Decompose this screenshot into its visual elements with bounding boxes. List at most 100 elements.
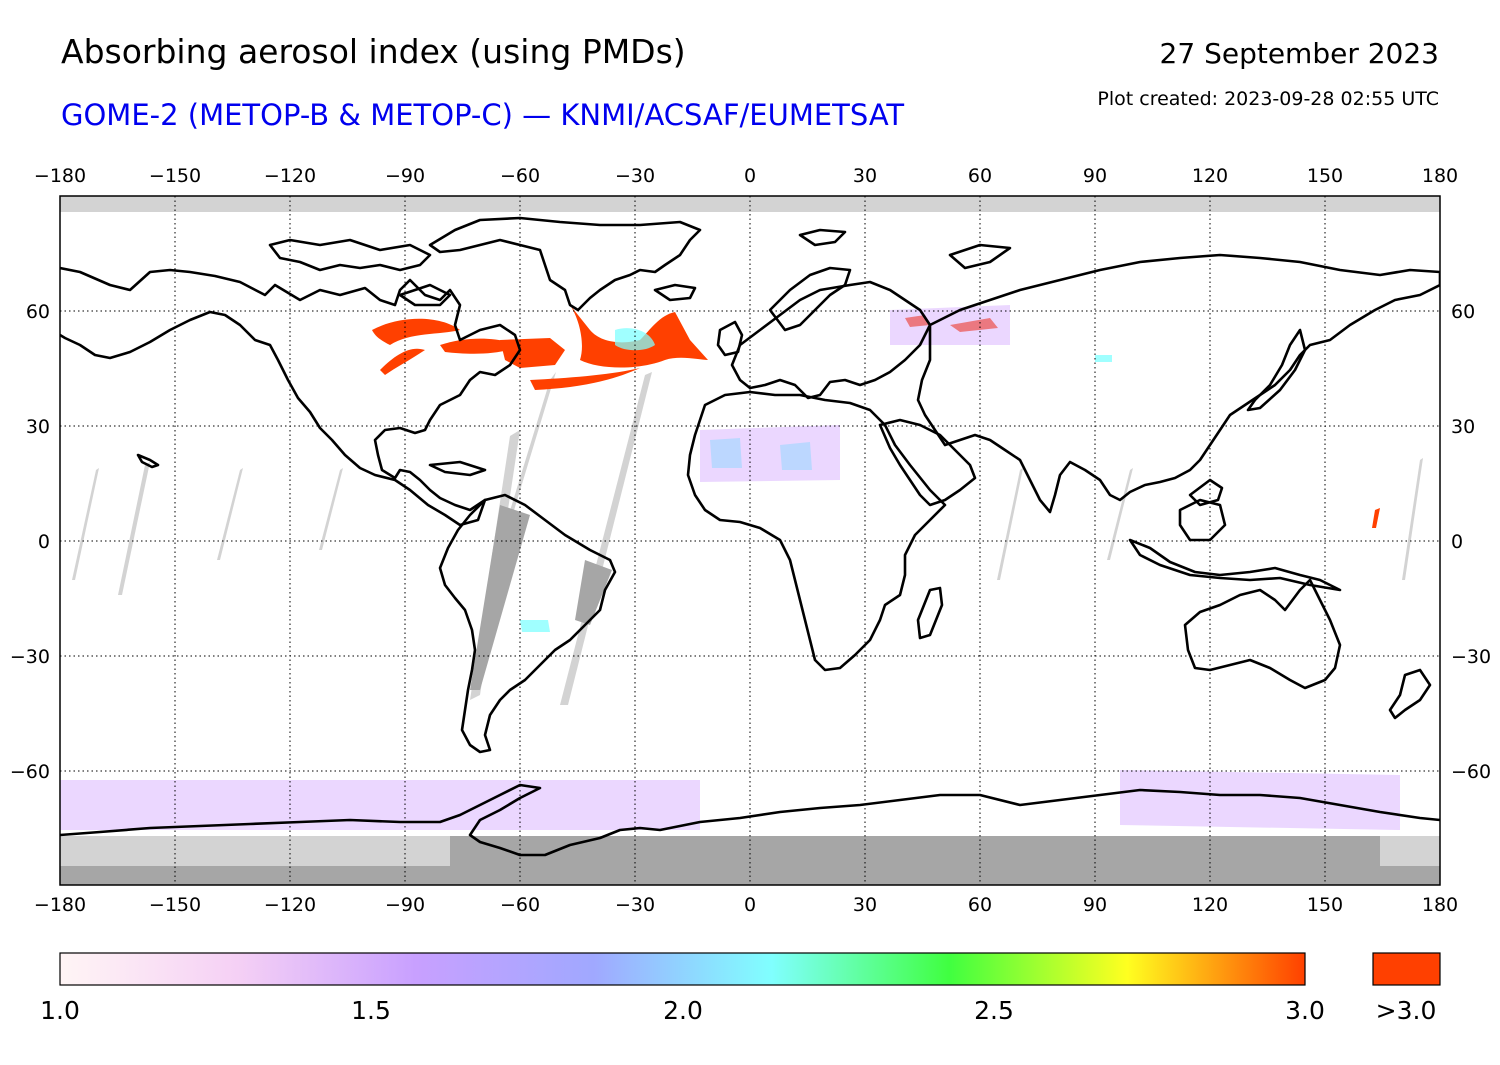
colorbar [59,952,1306,986]
coastline-new-zealand [1388,668,1432,720]
aai-patch [1095,355,1112,362]
lon-tick-label: 120 [1192,165,1228,187]
coastline-southern-island [1188,478,1224,507]
lat-tick-label: 30 [1451,416,1475,438]
lon-tick-label: 150 [1307,165,1343,187]
smoke-plume [500,338,565,368]
coastline-canada-islands [268,238,432,272]
coastline-arabia [878,418,977,507]
map-title: Absorbing aerosol index (using PMDs) [61,32,686,71]
map-frame [59,195,1441,886]
lat-tick-label: −30 [10,646,50,668]
lon-tick-label: 0 [744,894,756,916]
graticule [60,196,1440,885]
coastline-novaya-zemlya [948,243,1012,270]
map-layers [60,196,1440,885]
colorbar-tick-label: 2.0 [663,996,703,1025]
aai-patch [890,305,1010,345]
lat-tick-label: 30 [26,416,50,438]
lon-tick-label: −60 [500,894,540,916]
aai-patch [1120,770,1400,830]
lat-tick-label: −30 [1451,646,1491,668]
colorbar-overflow-box [1372,952,1441,986]
lon-tick-label: 150 [1307,894,1343,916]
coastline-indonesia [1128,538,1342,592]
lon-tick-label: −180 [34,894,86,916]
smoke-plume [380,348,425,375]
coastline-south-america [438,493,617,754]
colorbar-tick-label: 3.0 [1285,996,1325,1025]
lon-tick-label: 180 [1422,165,1458,187]
coastline-uk [716,320,744,357]
coastline-japan [1246,328,1307,412]
lat-tick-label: 60 [26,301,50,323]
no-data-north-strip [60,196,1440,212]
lon-tick-label: −30 [615,894,655,916]
colorbar-tick-label: 1.0 [40,996,80,1025]
coastline-borneo [1178,498,1227,542]
lon-tick-label: −150 [149,894,201,916]
orbit-gap-stripe [217,468,243,560]
lat-tick-label: −60 [10,761,50,783]
lat-ticks-right: 60 30 0 −30 −60 [1451,301,1491,783]
no-data-south-west [60,836,450,866]
lon-tick-label: 60 [968,894,992,916]
orbit-gap-stripe [498,372,556,550]
coastline-canada-islands [398,283,452,307]
no-data-south-east [1380,836,1440,866]
lon-tick-label: −60 [500,165,540,187]
aai-patch [700,425,840,482]
plot-created-timestamp: Plot created: 2023-09-28 02:55 UTC [1097,88,1439,110]
smoke-plume [440,338,520,354]
smoke-plume [372,318,460,345]
colorbar-tick-label: 1.5 [351,996,391,1025]
lon-tick-label: −150 [149,165,201,187]
colorbar-tick-label: 2.5 [974,996,1014,1025]
low-aai-patches [60,305,1400,830]
colorbar-overflow-label: >3.0 [1376,996,1437,1025]
coastline-australia [1183,578,1342,690]
coastline-north-america [60,266,522,527]
lon-tick-label: 60 [968,165,992,187]
smoke-plume [570,305,708,368]
orbit-gap-stripe [72,468,99,580]
lat-ticks-left: 60 30 0 −30 −60 [10,301,50,783]
lon-ticks-top: −180 −150 −120 −90 −60 −30 0 30 60 90 12… [34,165,1458,187]
lon-tick-label: 90 [1083,165,1107,187]
orbit-gap-dark [470,505,530,690]
coastline-scandinavia [768,266,852,332]
coastline-cuba [428,460,487,477]
lat-tick-label: 0 [38,531,50,553]
smoke-plume [530,368,640,390]
coastline-antarctica [60,783,1440,857]
coastline-asia [916,253,1440,514]
lon-tick-label: −120 [264,894,316,916]
lon-ticks-bottom: −180 −150 −120 −90 −60 −30 0 30 60 90 12… [34,894,1458,916]
observation-date: 27 September 2023 [1159,37,1439,70]
lon-tick-label: 90 [1083,894,1107,916]
coastline-madagascar [916,586,944,640]
lon-tick-label: 30 [853,894,877,916]
lon-tick-label: 0 [744,165,756,187]
coastline-svalbard [798,228,847,247]
lon-tick-label: 180 [1422,894,1458,916]
lon-tick-label: −90 [385,894,425,916]
aai-patch [60,780,700,830]
coastline-africa [686,390,947,672]
lon-tick-label: −30 [615,165,655,187]
orbit-gap-stripe [1107,468,1133,560]
orbit-gap-stripe [118,462,150,595]
lon-tick-label: 120 [1192,894,1228,916]
aai-patch [520,620,550,632]
coastline-europe [730,280,932,400]
orbit-gap-stripe [997,468,1023,580]
coastline-iceland [653,283,697,302]
lon-tick-label: −120 [264,165,316,187]
lon-tick-label: 30 [853,165,877,187]
orbit-gap-stripe [319,468,343,550]
orbit-gap-stripe [1402,458,1423,580]
lat-tick-label: 0 [1451,531,1463,553]
coastlines [60,216,1440,857]
coastline-greenland [428,216,702,312]
